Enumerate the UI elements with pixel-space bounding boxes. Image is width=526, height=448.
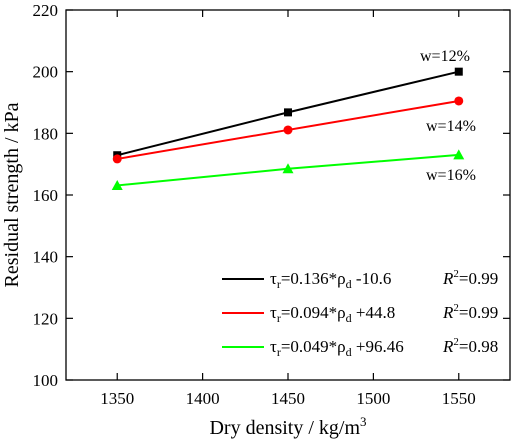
y-tick-label: 100 <box>33 371 59 390</box>
x-tick-label: 1400 <box>186 389 220 408</box>
y-axis-title: Residual strength / kPa <box>1 102 23 287</box>
plot-frame <box>65 9 511 381</box>
legend-label-1: τr=0.136*ρd -10.6 <box>270 269 391 291</box>
x-tick-label: 1500 <box>356 389 390 408</box>
data-point <box>454 67 463 76</box>
data-point <box>112 154 122 164</box>
annotation-w12: w=12% <box>420 48 470 65</box>
legend-r2-2: R2=0.99 <box>442 302 498 322</box>
x-tick-label: 1450 <box>271 389 305 408</box>
y-tick-label: 220 <box>33 1 59 20</box>
y-tick-label: 140 <box>33 248 59 267</box>
legend: τr=0.136*ρd -10.6 R2=0.99 τr=0.094*ρd +44.… <box>222 268 498 359</box>
data-point <box>283 125 293 135</box>
data-point <box>454 96 464 106</box>
annotation-w16: w=16% <box>426 167 476 184</box>
data-point <box>284 108 292 117</box>
data-point <box>453 149 465 160</box>
legend-r2-3: R2=0.98 <box>442 336 498 356</box>
y-tick-label: 200 <box>33 63 59 82</box>
y-tick-label: 180 <box>33 124 59 143</box>
legend-label-2: τr=0.094*ρd +44.8 <box>270 303 395 325</box>
annotation-w14: w=14% <box>426 118 476 135</box>
legend-label-3: τr=0.049*ρd +96.46 <box>270 337 404 359</box>
data-point <box>282 163 294 174</box>
y-tick-label: 120 <box>33 309 59 328</box>
x-tick-label: 1550 <box>442 389 476 408</box>
data-point <box>111 179 123 190</box>
legend-r2-1: R2=0.99 <box>442 268 498 288</box>
y-tick-label: 160 <box>33 186 59 205</box>
axis-ticks: 1350 1400 1450 1500 1550 100 120 140 160 180 200 22… <box>33 1 510 408</box>
x-axis-title-superscript: 3 <box>360 414 367 429</box>
series-markers <box>111 67 465 190</box>
x-tick-label: 1350 <box>100 389 134 408</box>
x-axis-title: Dry density / kg/m3 <box>209 414 366 439</box>
